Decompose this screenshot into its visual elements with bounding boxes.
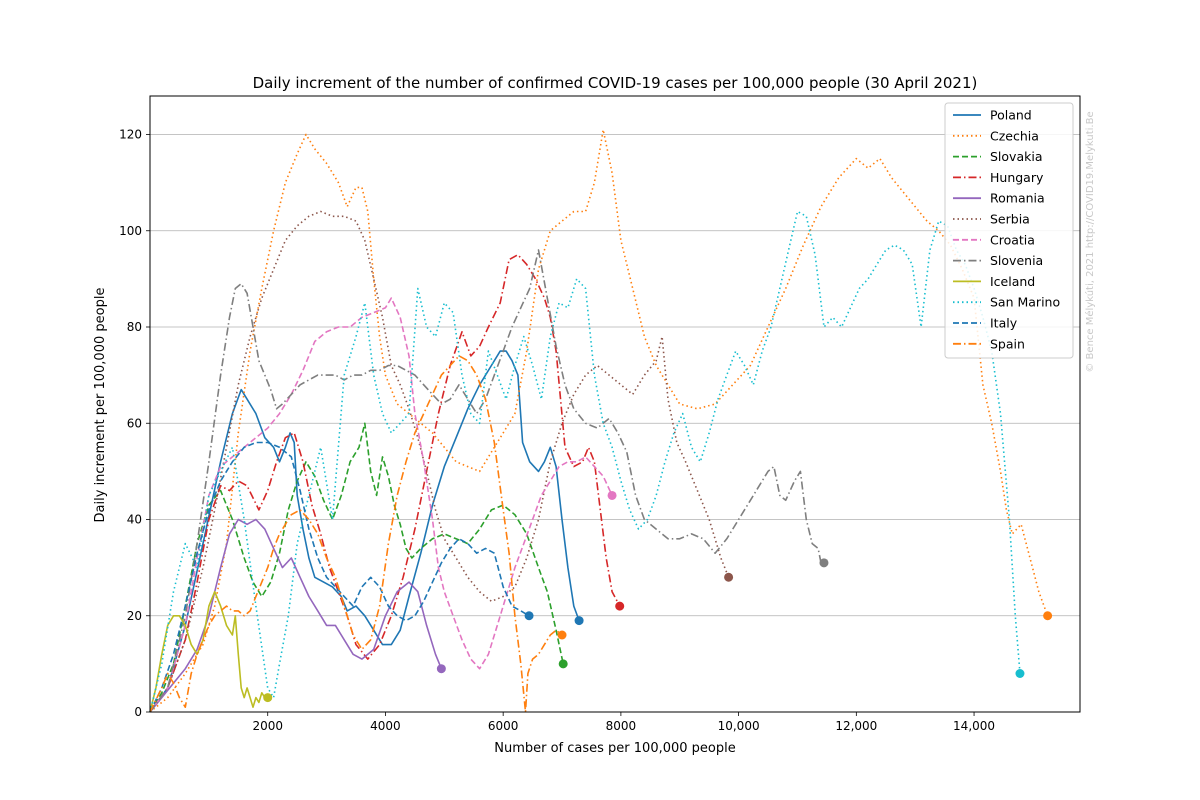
x-axis-label: Number of cases per 100,000 people bbox=[494, 741, 736, 756]
legend-label-iceland: Iceland bbox=[990, 274, 1035, 289]
legend-label-romania: Romania bbox=[990, 191, 1045, 206]
y-tick-label: 80 bbox=[127, 320, 142, 334]
series-endpoint-czechia bbox=[1043, 611, 1053, 621]
series-endpoint-italy bbox=[524, 611, 534, 621]
watermark: © Bence Mélykúti, 2021 http://COVID19.Me… bbox=[1084, 111, 1096, 372]
series-line-romania bbox=[149, 518, 443, 713]
y-tick-label: 40 bbox=[127, 513, 142, 527]
series-line-san-marino bbox=[149, 210, 1021, 713]
series-endpoint-romania bbox=[436, 664, 446, 674]
series-endpoint-croatia bbox=[607, 490, 617, 500]
series-endpoint-san-marino bbox=[1015, 669, 1025, 678]
legend-box bbox=[944, 102, 1074, 359]
legend-label-slovakia: Slovakia bbox=[990, 149, 1042, 164]
legend: Poland Czechia Slovakia Hungary Romania Serbi… bbox=[944, 102, 1074, 359]
y-tick-label: 100 bbox=[119, 224, 142, 238]
x-tick-label: 8000 bbox=[606, 719, 637, 733]
series-endpoint-slovakia bbox=[558, 659, 568, 669]
series-endpoint-serbia bbox=[724, 572, 734, 582]
series-line-czechia bbox=[149, 128, 1049, 713]
grid-lines bbox=[150, 134, 1080, 617]
x-tick-label: 2000 bbox=[252, 719, 283, 733]
series-line-italy bbox=[149, 441, 530, 713]
series-endpoint-hungary bbox=[615, 601, 625, 611]
x-tick-label: 10,000 bbox=[718, 719, 760, 733]
plot-frame bbox=[149, 95, 1081, 713]
legend-label-spain: Spain bbox=[990, 336, 1025, 351]
series-endpoints bbox=[263, 490, 1053, 703]
series-endpoint-iceland bbox=[263, 693, 273, 703]
legend-label-hungary: Hungary bbox=[990, 170, 1044, 185]
legend-label-serbia: Serbia bbox=[990, 212, 1030, 227]
legend-label-italy: Italy bbox=[990, 316, 1018, 331]
series-line-croatia bbox=[149, 297, 613, 713]
series-line-slovakia bbox=[149, 422, 564, 713]
x-tick-label: 4000 bbox=[370, 719, 401, 733]
series-line-spain bbox=[149, 355, 563, 713]
y-tick-label: 0 bbox=[134, 705, 142, 719]
series-endpoint-spain bbox=[557, 630, 567, 640]
y-axis-label: Daily increment per 100,000 people bbox=[93, 288, 108, 523]
y-axis-ticks: 0 20 40 60 80 100 120 bbox=[119, 128, 150, 719]
x-axis-ticks: 2000 4000 6000 8000 10,000 12,000 14,000 bbox=[252, 712, 995, 733]
y-tick-label: 20 bbox=[127, 609, 142, 623]
legend-label-czechia: Czechia bbox=[990, 128, 1039, 143]
series-lines bbox=[149, 128, 1049, 713]
y-tick-label: 120 bbox=[119, 128, 142, 142]
legend-items: Poland Czechia Slovakia Hungary Romania Serbi… bbox=[953, 108, 1060, 351]
x-tick-label: 12,000 bbox=[835, 719, 877, 733]
x-tick-label: 6000 bbox=[488, 719, 519, 733]
chart-title: Daily increment of the number of confirm… bbox=[253, 74, 978, 92]
x-tick-label: 14,000 bbox=[953, 719, 995, 733]
series-line-iceland bbox=[149, 590, 268, 713]
legend-label-san-marino: San Marino bbox=[990, 295, 1060, 310]
series-line-slovenia bbox=[149, 249, 824, 713]
series-line-hungary bbox=[149, 254, 621, 713]
y-tick-label: 60 bbox=[127, 416, 142, 430]
series-endpoint-poland bbox=[574, 616, 584, 626]
series-endpoint-slovenia bbox=[819, 558, 829, 568]
legend-label-slovenia: Slovenia bbox=[990, 253, 1043, 268]
legend-label-croatia: Croatia bbox=[990, 232, 1035, 247]
legend-label-poland: Poland bbox=[990, 108, 1032, 123]
